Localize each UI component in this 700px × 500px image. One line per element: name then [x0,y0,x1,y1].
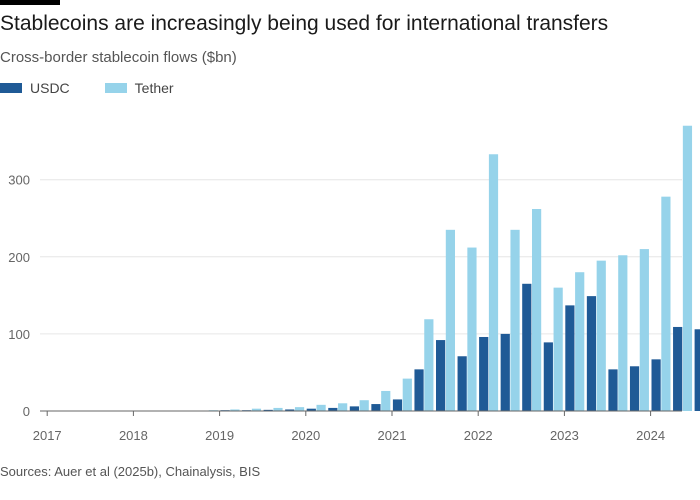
bar-usdc-2024Q3 [694,329,700,411]
bar-tether-2023Q4 [639,249,649,411]
bar-usdc-2022Q1 [479,336,489,411]
x-tick-label-2022: 2022 [464,428,493,443]
bar-tether-2020Q4 [381,390,391,411]
bar-usdc-2020Q4 [371,404,381,411]
chart-subtitle: Cross-border stablecoin flows ($bn) [0,49,237,66]
source-note: Sources: Auer et al (2025b), Chainalysis… [0,464,261,479]
bar-tether-2019Q1 [230,409,240,411]
x-tick-label-2021: 2021 [378,428,407,443]
bar-tether-2023Q1 [575,272,585,411]
bar-usdc-2019Q4 [285,409,295,411]
bar-tether-2022Q1 [488,154,499,411]
bar-tether-2024Q1 [661,196,671,411]
bar-usdc-2020Q2 [328,407,338,411]
bar-tether-2023Q3 [618,255,628,411]
bar-usdc-2024Q2 [673,326,683,411]
bar-usdc-2022Q2 [500,333,510,411]
bar-tether-2020Q1 [316,404,326,411]
bar-chart: 0 100 200 300 2017 2018 2019 2020 2021 2022 2023 20… [8,125,700,443]
bar-usdc-2023Q2 [586,296,597,411]
bar-usdc-2023Q1 [565,305,575,411]
bar-tether-2022Q3 [532,208,542,411]
x-tick-label-2019: 2019 [205,428,234,443]
x-tick-label-2017: 2017 [33,428,62,443]
bar-tether-2019Q3 [273,407,283,411]
x-tick-label-2020: 2020 [291,428,320,443]
bar-usdc-2019Q3 [263,409,273,411]
legend-label-tether: Tether [134,80,174,96]
bar-tether-2019Q2 [251,408,262,411]
x-tick-label-2023: 2023 [550,428,579,443]
y-tick-label-0: 0 [23,404,30,419]
y-tick-label-200: 200 [8,250,30,265]
bar-usdc-2021Q3 [436,340,446,411]
bar-tether-2020Q2 [338,403,348,411]
chart-legend: USDC Tether [0,80,209,96]
bar-usdc-2022Q4 [543,342,553,411]
bar-tether-2021Q2 [424,319,434,411]
y-tick-label-100: 100 [8,327,30,342]
bar-tether-2019Q4 [294,407,305,411]
bar-usdc-2021Q1 [392,399,403,411]
bar-usdc-2022Q3 [522,283,532,411]
bar-tether-2024Q2 [682,125,693,412]
bar-usdc-2020Q3 [349,406,359,411]
bar-tether-2022Q2 [510,229,520,411]
chart-title: Stablecoins are increasingly being used … [0,12,609,35]
bar-usdc-2020Q1 [306,408,316,411]
bar-usdc-2021Q4 [457,356,467,411]
legend-swatch-usdc [0,83,22,93]
bar-usdc-2021Q2 [414,369,424,411]
legend-label-usdc: USDC [30,80,70,96]
bar-tether-2022Q4 [553,287,563,411]
bar-usdc-2023Q4 [629,366,640,411]
bar-tether-2021Q1 [402,378,412,411]
bar-usdc-2024Q1 [651,359,661,411]
bar-tether-2023Q2 [596,260,606,411]
bar-tether-2021Q3 [445,229,455,411]
brand-bar [0,0,60,5]
x-tick-label-2018: 2018 [119,428,148,443]
legend-item-usdc: USDC [0,80,70,96]
legend-swatch-tether [104,83,127,93]
x-tick-label-2024: 2024 [636,428,665,443]
bar-tether-2020Q3 [359,400,369,411]
y-tick-label-300: 300 [8,173,30,188]
bar-usdc-2023Q3 [608,369,618,411]
legend-item-tether: Tether [104,80,174,96]
bar-tether-2021Q4 [467,247,477,411]
